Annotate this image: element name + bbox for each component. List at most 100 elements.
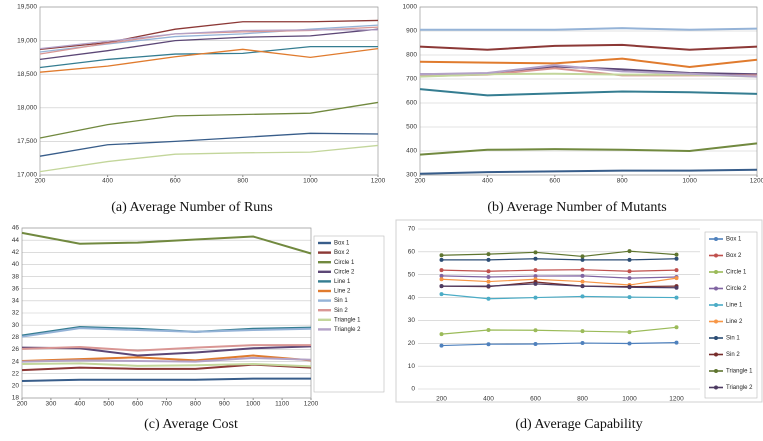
legend-label: Line 2 <box>334 289 351 295</box>
point <box>674 252 679 257</box>
y-tick-label: 600 <box>406 100 417 107</box>
point <box>486 296 491 301</box>
y-tick-label: 900 <box>406 28 417 35</box>
legend-label: Triangle 2 <box>334 327 361 333</box>
y-tick-label: 24 <box>12 358 20 365</box>
point <box>486 252 491 257</box>
series-line <box>420 27 758 31</box>
y-tick-label: 17,000 <box>17 172 37 179</box>
y-tick-label: 800 <box>406 52 417 59</box>
point <box>674 285 679 290</box>
series-line <box>39 19 379 50</box>
x-tick-label: 400 <box>74 401 85 408</box>
y-tick-label: 10 <box>408 363 416 370</box>
x-tick-label: 300 <box>45 401 56 408</box>
legend-marker <box>714 237 718 241</box>
point <box>533 274 538 279</box>
point <box>486 269 491 274</box>
legend-marker <box>714 270 718 274</box>
point <box>627 249 632 254</box>
point <box>674 268 679 273</box>
x-tick-label: 800 <box>237 178 248 185</box>
plot-frame <box>39 6 379 176</box>
legend-label: Triangle 2 <box>726 385 753 391</box>
y-tick-label: 32 <box>12 310 20 317</box>
y-tick-label: 38 <box>12 273 20 280</box>
x-tick-label: 200 <box>415 178 426 185</box>
series-line <box>39 28 379 61</box>
point <box>486 328 491 333</box>
legend-label: Circle 2 <box>726 286 747 292</box>
legend-label: Box 2 <box>334 250 350 256</box>
x-tick-label: 1000 <box>246 401 261 408</box>
point <box>486 342 491 347</box>
point <box>627 285 632 290</box>
point <box>486 275 491 279</box>
series-line <box>39 144 379 173</box>
series-line <box>39 132 379 157</box>
legend-label: Triangle 1 <box>726 369 753 375</box>
y-tick-label: 30 <box>408 317 416 324</box>
series-line <box>21 344 311 352</box>
legend-label: Line 1 <box>334 279 351 285</box>
series-line <box>21 377 311 382</box>
point <box>533 295 538 300</box>
series-line <box>39 45 378 69</box>
y-tick-label: 20 <box>12 383 20 390</box>
chart-caption: (d) Average Capability <box>515 417 642 432</box>
point <box>627 269 632 274</box>
point <box>439 332 444 337</box>
point <box>580 254 585 259</box>
x-tick-label: 1200 <box>750 178 763 185</box>
series-line <box>39 48 379 73</box>
y-tick-label: 36 <box>12 285 20 292</box>
point <box>439 273 444 278</box>
y-tick-label: 19,000 <box>17 37 37 44</box>
x-tick-label: 800 <box>190 401 201 408</box>
series-line <box>441 258 677 261</box>
legend-label: Circle 1 <box>334 260 355 266</box>
legend-marker <box>714 369 718 373</box>
legend-label: Triangle 1 <box>334 317 361 323</box>
y-tick-label: 19,500 <box>17 4 37 11</box>
legend-label: Sin 2 <box>726 352 740 358</box>
legend-label: Sin 2 <box>334 308 348 314</box>
point <box>439 253 444 258</box>
point <box>486 279 491 284</box>
point <box>533 268 538 273</box>
chart-caption: (b) Average Number of Mutants <box>487 200 666 215</box>
series-line <box>39 29 378 50</box>
point <box>439 257 444 262</box>
x-tick-label: 900 <box>219 401 230 408</box>
legend-label: Box 1 <box>334 241 350 247</box>
series-line <box>21 362 312 368</box>
y-tick-label: 44 <box>12 237 20 244</box>
legend-label: Sin 1 <box>726 336 740 342</box>
point <box>580 273 585 278</box>
point <box>439 292 444 297</box>
x-tick-label: 1200 <box>371 178 386 185</box>
point <box>580 329 585 334</box>
legend-label: Box 1 <box>726 237 742 243</box>
series-line <box>419 142 758 156</box>
point <box>439 268 444 273</box>
y-tick-label: 500 <box>406 124 417 131</box>
point <box>627 295 632 300</box>
x-tick-label: 700 <box>161 401 172 408</box>
y-tick-label: 70 <box>408 226 416 233</box>
x-tick-label: 1100 <box>275 401 289 408</box>
series-line <box>441 326 677 335</box>
y-tick-label: 26 <box>12 346 20 353</box>
y-tick-label: 18,500 <box>17 71 37 78</box>
series-line <box>21 356 312 363</box>
y-tick-label: 28 <box>12 334 20 341</box>
series-line <box>419 64 758 78</box>
legend-label: Box 2 <box>726 253 742 259</box>
point <box>439 343 444 348</box>
point <box>627 341 632 346</box>
y-tick-label: 50 <box>408 271 416 278</box>
point <box>674 325 679 330</box>
y-tick-label: 30 <box>12 322 20 329</box>
legend-marker <box>714 385 718 390</box>
